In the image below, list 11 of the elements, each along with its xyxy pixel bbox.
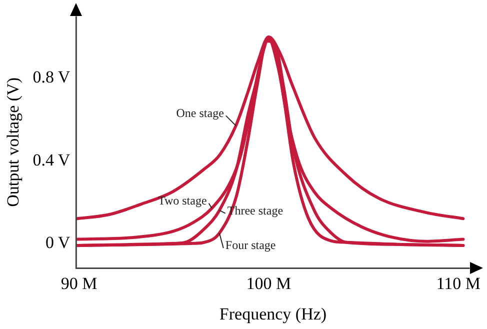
x-tick-label: 110 M: [436, 274, 481, 293]
y-axis-title: Output voltage (V): [4, 78, 23, 207]
series-label: One stage: [176, 106, 224, 120]
y-tick-label: 0 V: [45, 232, 71, 252]
y-tick-label: 0.4 V: [32, 150, 71, 170]
y-tick-label: 0.8 V: [32, 68, 71, 87]
x-tick-label: 90 M: [60, 274, 98, 293]
series-label: Two stage: [158, 193, 207, 208]
series-label: Four stage: [225, 238, 276, 252]
x-axis-title: Frequency (Hz): [219, 304, 327, 324]
x-tick-label: 100 M: [246, 274, 292, 293]
